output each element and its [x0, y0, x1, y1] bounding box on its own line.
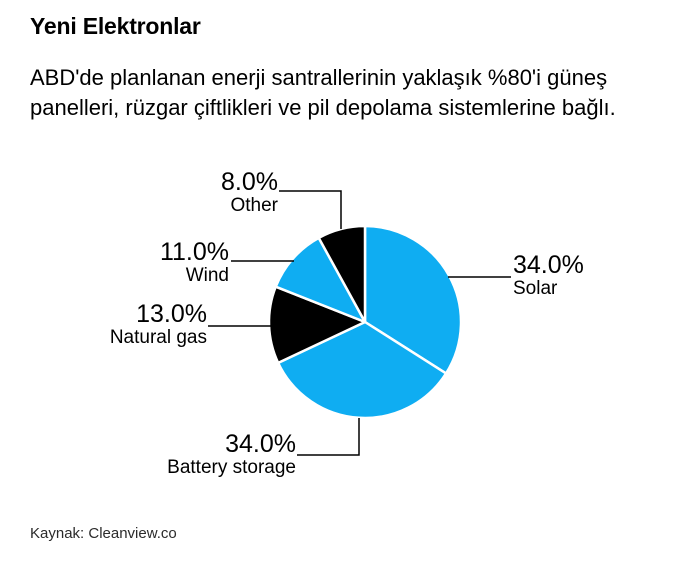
callout-solar: 34.0% Solar — [513, 252, 584, 300]
callout-battery-storage: 34.0% Battery storage — [167, 431, 296, 479]
chart-subtitle: ABD'de planlanan enerji santrallerinin y… — [30, 65, 616, 120]
solar-percent-label: 34.0% — [513, 251, 584, 279]
callout-natural-gas: 13.0% Natural gas — [110, 301, 207, 349]
callout-wind: 11.0% Wind — [160, 239, 229, 287]
solar-name-label: Solar — [513, 278, 558, 299]
wind-percent-label: 11.0% — [159, 238, 229, 266]
pie-slice-other — [317, 224, 367, 324]
callout-other: 8.0% Other — [221, 169, 278, 217]
wind-name-label: Wind — [185, 265, 229, 286]
pie-slice-wind — [274, 236, 367, 324]
leader-line-other — [279, 190, 342, 229]
natural-gas-percent-label: 13.0% — [136, 300, 207, 328]
other-percent-label: 8.0% — [221, 168, 278, 196]
pie-slice-natural-gas — [267, 285, 367, 365]
other-name-label: Other — [230, 195, 278, 216]
pie-slice-battery-storage — [276, 320, 448, 420]
chart-title: Yeni Elektronlar — [30, 13, 201, 39]
source-note: Kaynak: Cleanview.co — [30, 525, 177, 542]
leader-line-battery-storage — [297, 418, 360, 456]
battery-storage-name-label: Battery storage — [167, 457, 296, 478]
battery-storage-percent-label: 34.0% — [225, 430, 296, 458]
natural-gas-name-label: Natural gas — [109, 327, 207, 348]
